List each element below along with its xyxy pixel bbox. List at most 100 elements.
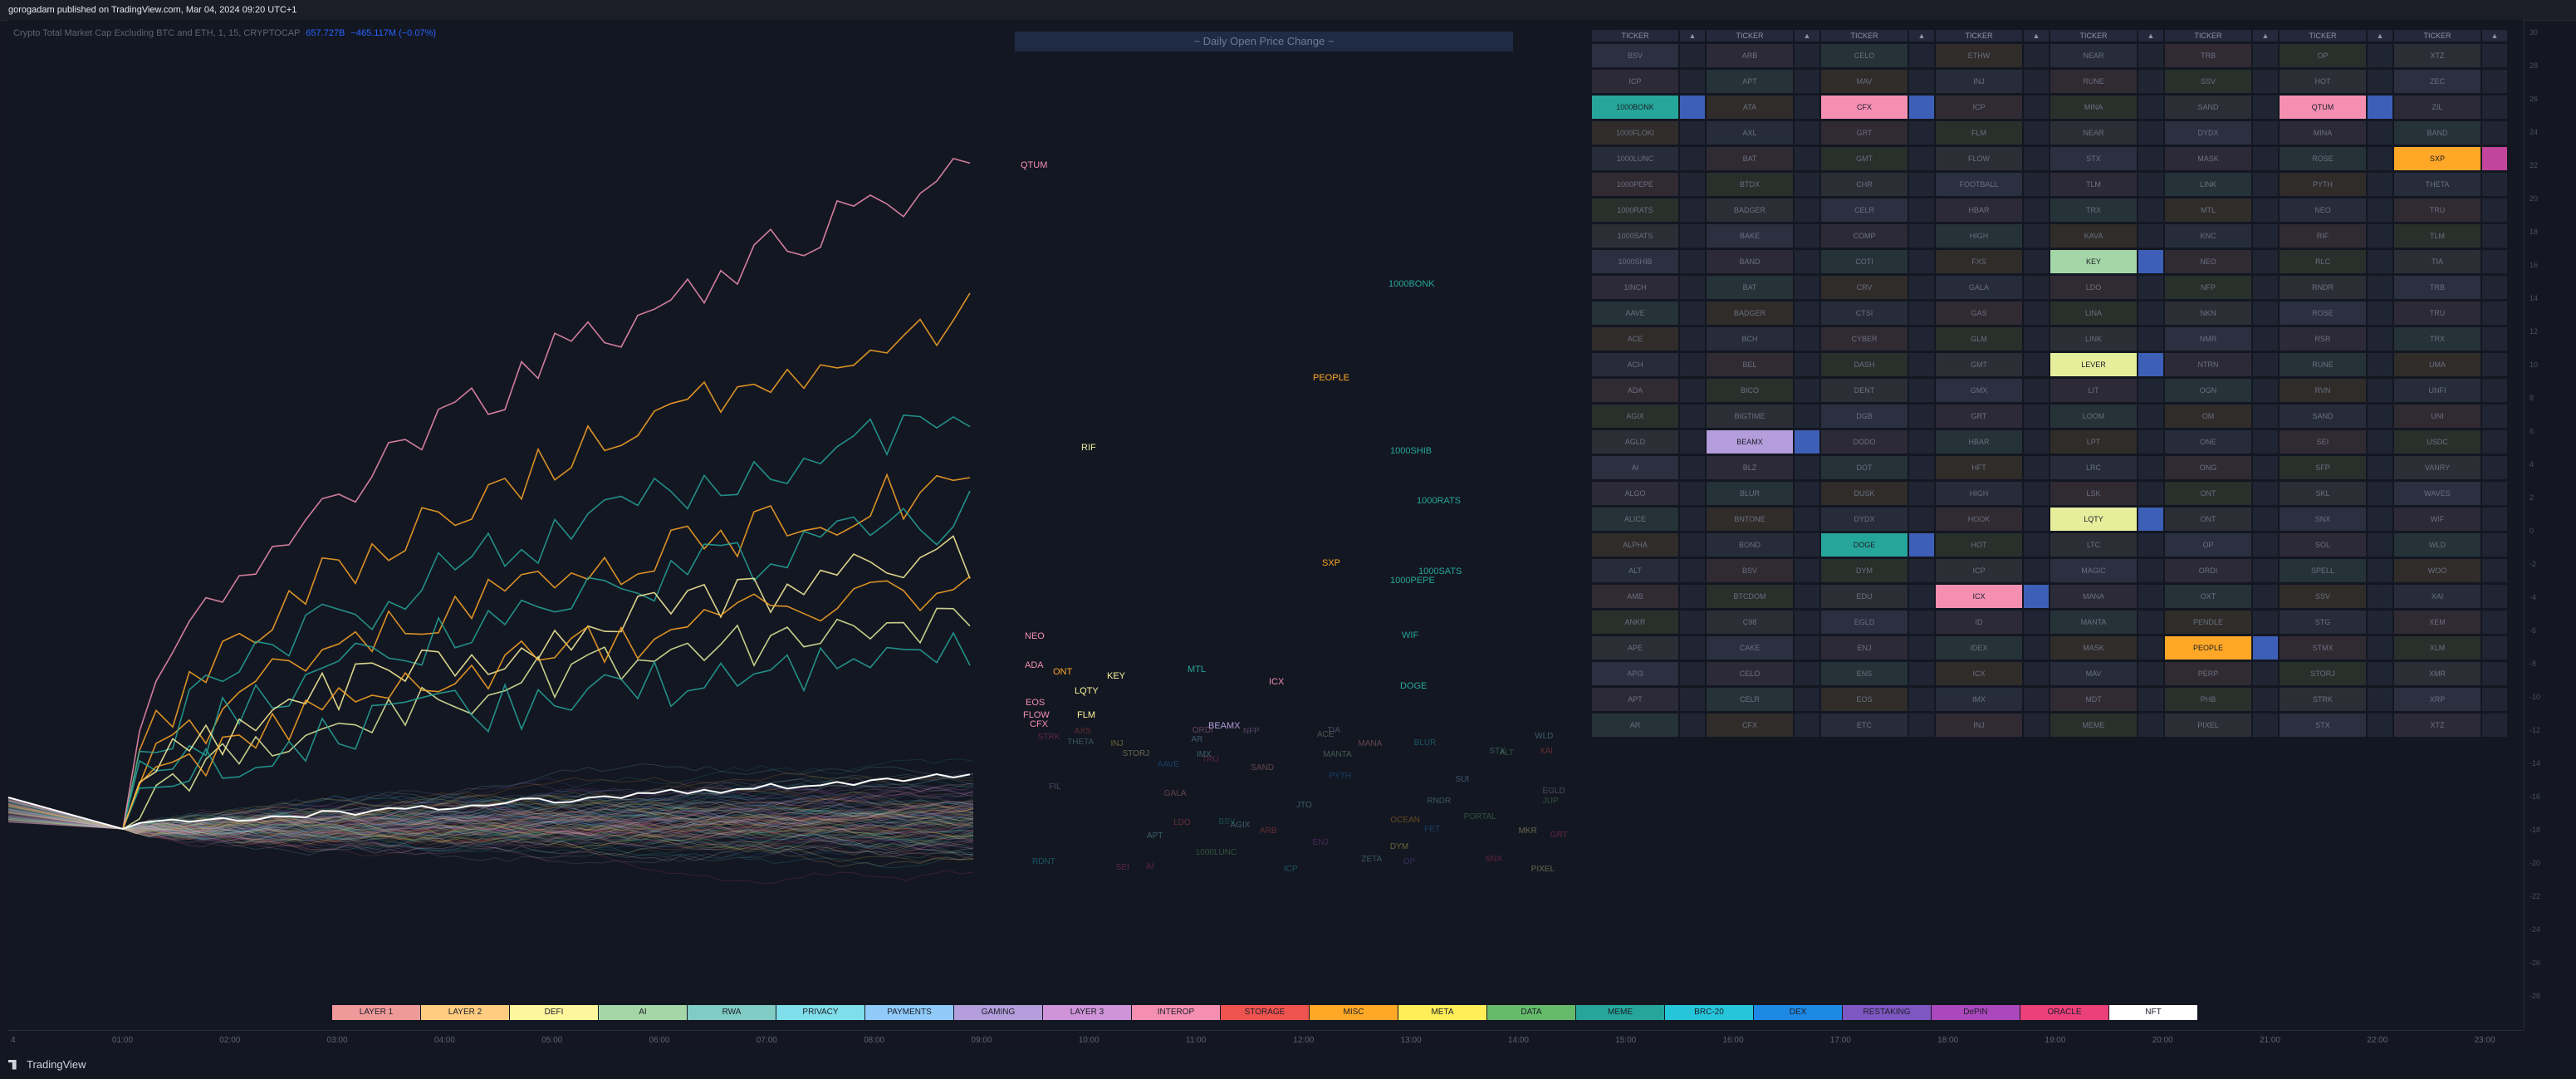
chart-label: SUI	[1455, 774, 1470, 784]
ticker-change-bar	[2138, 508, 2163, 531]
sort-arrow-icon[interactable]: ▲	[2368, 30, 2392, 42]
ticker-change-bar	[1680, 482, 1705, 505]
price-scale-tick: 18	[2529, 228, 2539, 236]
series-line	[7, 778, 974, 836]
ticker-change-bar	[1909, 121, 1934, 145]
ticker-cell: QTUM	[2280, 96, 2366, 119]
chart-label: 1000PEPE	[1390, 576, 1435, 586]
total-market-line	[7, 772, 971, 831]
ticker-change-bar	[2253, 302, 2278, 325]
series-line	[7, 819, 974, 849]
tradingview-brand: TradingView	[27, 1058, 86, 1071]
ticker-cell: PIXEL	[2165, 714, 2251, 737]
ticker-cell: CHR	[1821, 173, 1908, 196]
ticker-cell: RUNE	[2050, 70, 2137, 93]
sort-arrow-icon[interactable]: ▲	[2482, 30, 2507, 42]
ticker-cell: NEO	[2165, 250, 2251, 273]
ticker-change-bar	[1909, 482, 1934, 505]
right-price-scale[interactable]: 30 28 26 24 22 20 18 16 14 12 10 8 6 4 2 0 -2 -4 -6 -8 -10 -1…	[2525, 20, 2576, 1029]
series-line	[7, 772, 974, 831]
series-line	[7, 812, 974, 851]
ticker-cell: STMX	[2280, 636, 2366, 660]
series-line	[7, 805, 974, 849]
series-line	[122, 157, 971, 830]
sort-arrow-icon[interactable]: ▲	[2138, 30, 2163, 42]
ticker-change-bar	[2368, 147, 2392, 170]
series-line	[7, 791, 974, 831]
ticker-change-bar	[2024, 585, 2049, 608]
series-line	[7, 791, 974, 832]
ticker-cell: ZEC	[2394, 70, 2481, 93]
ticker-change-bar	[1680, 276, 1705, 299]
legend-item: DePIN	[1932, 1005, 2020, 1020]
ticker-change-bar	[1680, 456, 1705, 479]
ticker-change-bar	[1909, 302, 1934, 325]
series-line	[7, 801, 974, 850]
tradingview-logo[interactable]: TradingView	[8, 1058, 86, 1071]
time-tick: 21:00	[2260, 1036, 2281, 1045]
time-tick: 10:00	[1078, 1036, 1099, 1045]
ticker-cell: ICP	[1936, 559, 2022, 582]
series-line	[7, 803, 974, 836]
series-line	[7, 771, 974, 830]
sort-arrow-icon[interactable]: ▲	[2253, 30, 2278, 42]
chart-label: 1000BONK	[1388, 279, 1435, 289]
price-scale-tick: -28	[2529, 992, 2541, 1000]
chart-label: SEI	[1115, 862, 1129, 872]
series-line	[7, 806, 974, 842]
ticker-cell: MDT	[2050, 688, 2137, 711]
series-line	[7, 807, 974, 853]
sort-arrow-icon[interactable]: ▲	[1909, 30, 1934, 42]
sort-arrow-icon[interactable]: ▲	[1680, 30, 1705, 42]
series-line	[7, 797, 974, 831]
ticker-change-bar	[2024, 302, 2049, 325]
ticker-change-bar	[2138, 121, 2163, 145]
series-line	[7, 801, 974, 833]
chart-label: ARB	[1259, 826, 1277, 836]
price-scale-tick: 10	[2529, 360, 2539, 369]
ticker-cell: NEO	[2280, 199, 2366, 222]
time-tick: 18:00	[1937, 1036, 1959, 1045]
ticker-change-bar	[2482, 327, 2507, 351]
ticker-change-bar	[1909, 224, 1934, 248]
chart-label: ADA	[1025, 660, 1044, 670]
ticker-cell: INJ	[1936, 714, 2022, 737]
ticker-change-bar	[2024, 430, 2049, 454]
series-line	[122, 631, 971, 830]
series-line	[7, 805, 974, 854]
ticker-change-bar	[1909, 533, 1934, 557]
series-line	[7, 797, 974, 844]
series-line	[122, 607, 971, 830]
ticker-cell: BCH	[1707, 327, 1793, 351]
ticker-cell: MINA	[2050, 96, 2137, 119]
ticker-cell: TRX	[2050, 199, 2137, 222]
ticker-change-bar	[2368, 353, 2392, 376]
ticker-change-bar	[2482, 121, 2507, 145]
legend-item: MEME	[1576, 1005, 1665, 1020]
ticker-cell: SKL	[2280, 482, 2366, 505]
series-line	[7, 800, 974, 856]
price-scale-tick: -16	[2529, 792, 2541, 801]
ticker-cell: HIGH	[1936, 224, 2022, 248]
ticker-cell: CRV	[1821, 276, 1908, 299]
ticker-change-bar	[2368, 121, 2392, 145]
ticker-cell: XAI	[2394, 585, 2481, 608]
ticker-change-bar	[2024, 147, 2049, 170]
time-axis[interactable]: 4 01:00 02:00 03:00 04:00 05:00 06:00 07:00 08:0…	[7, 1030, 2524, 1049]
ticker-cell: NFP	[2165, 276, 2251, 299]
series-line	[7, 786, 974, 830]
sort-arrow-icon[interactable]: ▲	[2024, 30, 2049, 42]
ticker-cell: ENS	[1821, 662, 1908, 685]
ticker-cell: TRB	[2394, 276, 2481, 299]
sort-arrow-icon[interactable]: ▲	[1795, 30, 1819, 42]
chart-label: MKR	[1518, 826, 1537, 836]
chart-label: ONT	[1053, 667, 1073, 677]
ticker-change-bar	[2253, 224, 2278, 248]
ticker-cell: RLC	[2280, 250, 2366, 273]
chart-label: INJ	[1110, 738, 1124, 748]
ticker-change-bar	[1909, 199, 1934, 222]
time-tick: 03:00	[326, 1036, 348, 1045]
ticker-cell: HOT	[1936, 533, 2022, 557]
chart-label: IMX	[1196, 749, 1212, 759]
ticker-cell: TLM	[2394, 224, 2481, 248]
